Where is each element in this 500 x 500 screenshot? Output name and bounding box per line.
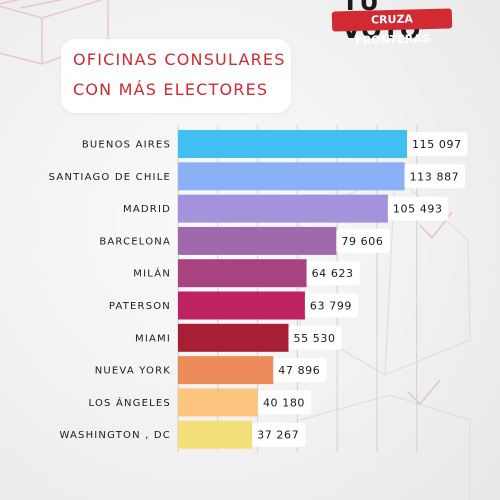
value-label-box — [252, 422, 306, 447]
checkmark-decoration — [407, 211, 453, 406]
value-label-box — [407, 132, 468, 156]
value-label: 40 180 — [263, 396, 305, 409]
value-label: 64 623 — [312, 267, 354, 280]
category-label: NUEVA YORK — [95, 366, 171, 377]
labels: BUENOS AIRES 115 097 SANTIAGO DE CHILE 113 … — [49, 132, 468, 447]
bar — [178, 226, 337, 255]
value-label-box — [387, 196, 449, 221]
value-label: 47 896 — [278, 364, 320, 377]
value-label-box — [306, 261, 360, 286]
value-label: 105 493 — [393, 203, 443, 216]
bar — [178, 356, 274, 385]
value-label-box — [257, 390, 312, 415]
value-label-box — [404, 164, 465, 189]
category-label: BARCELONA — [99, 236, 171, 247]
bar — [178, 130, 407, 158]
value-label-box — [273, 358, 327, 383]
category-label: MIAMI — [135, 333, 171, 344]
bars — [178, 130, 407, 449]
category-label: BUENOS AIRES — [82, 140, 171, 151]
title-box: OFICINAS CONSULARES CON MÁS ELECTORES — [61, 39, 291, 113]
value-label: 37 267 — [257, 429, 299, 442]
category-label: SANTIAGO DE CHILE — [49, 172, 171, 183]
bar — [178, 388, 258, 417]
title-line-1: OFICINAS CONSULARES — [73, 50, 286, 69]
category-label: PATERSON — [109, 301, 171, 312]
value-label: 113 887 — [410, 170, 460, 183]
category-label: MADRID — [123, 204, 171, 215]
category-label: WASHINGTON , DC — [59, 430, 171, 441]
brand-logo: TU VOTO CRUZA FRONTERAS — [331, 0, 453, 47]
value-label: 63 799 — [310, 300, 352, 313]
value-label-box — [336, 228, 390, 253]
value-label: 55 530 — [293, 332, 335, 345]
category-label: LOS ÁNGELES — [89, 396, 171, 409]
value-label-box — [288, 325, 342, 350]
bar — [178, 162, 405, 191]
bar — [178, 323, 289, 352]
bar — [178, 259, 307, 288]
value-label: 115 097 — [412, 138, 462, 151]
bar — [178, 420, 253, 449]
category-label: MILÁN — [133, 267, 171, 280]
value-label: 79 606 — [341, 235, 383, 248]
bar — [178, 194, 388, 223]
title-line-2: CON MÁS ELECTORES — [73, 80, 269, 99]
bar — [178, 291, 305, 320]
value-label-box — [304, 293, 359, 318]
